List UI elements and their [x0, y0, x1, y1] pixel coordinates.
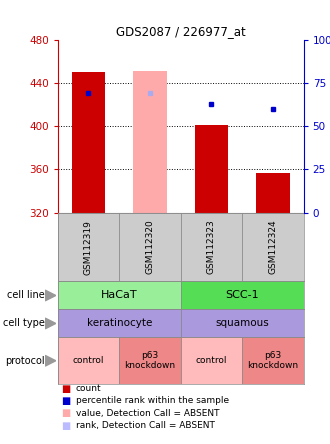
Bar [181, 337, 242, 384]
Bar [242, 213, 304, 281]
Bar [242, 337, 304, 384]
Bar [119, 337, 181, 384]
Text: count: count [76, 384, 102, 393]
Text: SCC-1: SCC-1 [225, 290, 259, 301]
Bar [133, 71, 167, 213]
Polygon shape [45, 290, 56, 301]
Text: ■: ■ [61, 420, 70, 431]
Text: cell line: cell line [7, 290, 45, 301]
Polygon shape [45, 318, 56, 329]
Text: ■: ■ [61, 384, 70, 393]
Bar [72, 72, 105, 213]
Text: GSM112323: GSM112323 [207, 220, 216, 274]
Bar [181, 309, 304, 337]
Text: protocol: protocol [5, 356, 45, 366]
Bar [119, 213, 181, 281]
Polygon shape [45, 355, 56, 366]
Bar [58, 309, 181, 337]
Bar [58, 213, 119, 281]
Text: p63
knockdown: p63 knockdown [124, 351, 176, 370]
Text: rank, Detection Call = ABSENT: rank, Detection Call = ABSENT [76, 421, 215, 430]
Text: GSM112324: GSM112324 [268, 220, 278, 274]
Text: GSM112319: GSM112319 [84, 220, 93, 274]
Bar [181, 213, 242, 281]
Bar [256, 173, 290, 213]
Bar [181, 281, 304, 309]
Text: keratinocyte: keratinocyte [86, 318, 152, 329]
Text: ■: ■ [61, 408, 70, 418]
Bar [58, 337, 119, 384]
Text: percentile rank within the sample: percentile rank within the sample [76, 396, 229, 405]
Text: cell type: cell type [3, 318, 45, 329]
Text: control: control [196, 356, 227, 365]
Text: value, Detection Call = ABSENT: value, Detection Call = ABSENT [76, 408, 219, 418]
Text: squamous: squamous [215, 318, 269, 329]
Bar [58, 281, 181, 309]
Bar [194, 125, 228, 213]
Text: HaCaT: HaCaT [101, 290, 138, 301]
Text: GSM112320: GSM112320 [146, 220, 154, 274]
Text: control: control [73, 356, 104, 365]
Text: p63
knockdown: p63 knockdown [247, 351, 298, 370]
Text: ■: ■ [61, 396, 70, 406]
Title: GDS2087 / 226977_at: GDS2087 / 226977_at [116, 25, 246, 38]
